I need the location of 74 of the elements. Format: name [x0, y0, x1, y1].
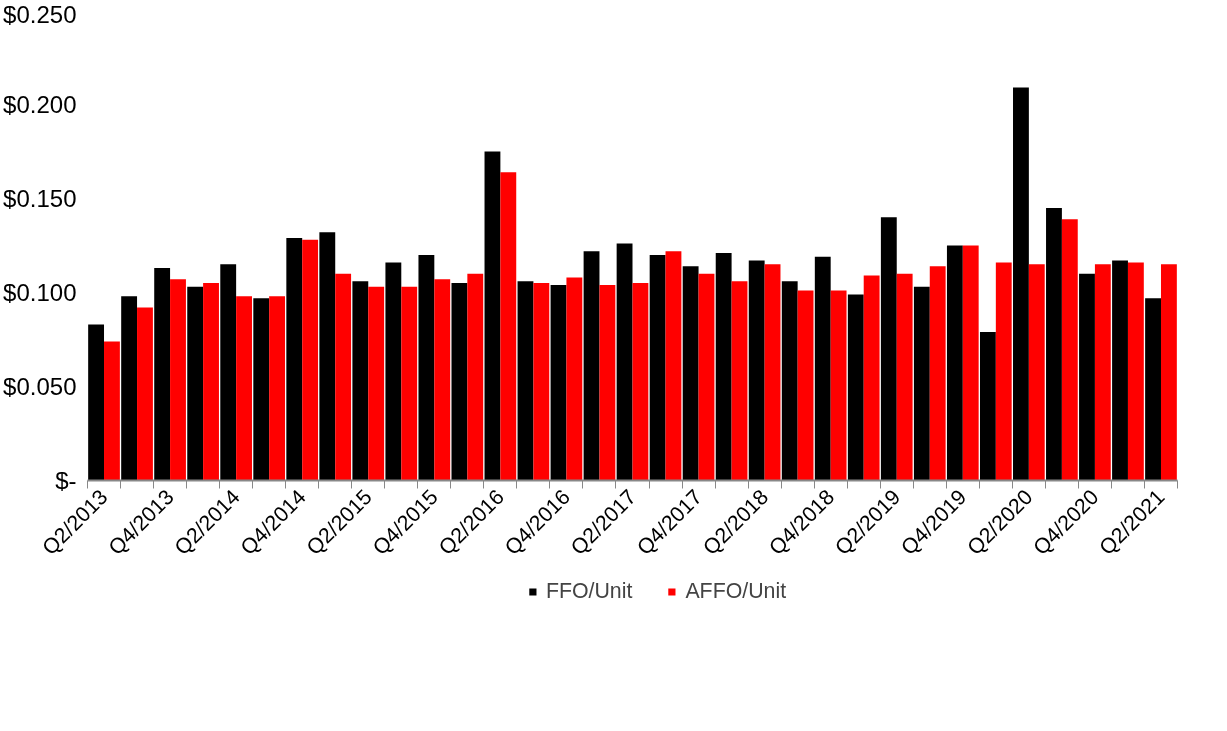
bar [1028, 264, 1045, 481]
bar [1061, 219, 1078, 481]
bar [814, 256, 831, 481]
bar [896, 273, 913, 481]
bar [1145, 298, 1161, 481]
bar [698, 273, 715, 481]
bar [302, 239, 319, 481]
bar [682, 266, 699, 481]
bar [880, 217, 897, 481]
bar [962, 245, 979, 481]
bar [830, 290, 847, 481]
bar [715, 253, 732, 481]
bar [665, 251, 682, 481]
bar [1046, 207, 1062, 481]
bar [946, 245, 963, 481]
bar [517, 281, 534, 481]
bar [995, 262, 1012, 481]
bar [649, 254, 666, 481]
bar [385, 262, 402, 481]
y-tick-label: $0.200 [3, 91, 77, 118]
bar [764, 264, 781, 481]
bar [137, 307, 153, 481]
bar [616, 243, 633, 481]
legend-label: FFO/Unit [545, 578, 633, 604]
bar [203, 283, 219, 481]
bar [484, 151, 501, 481]
bar [979, 331, 996, 481]
bar [154, 268, 171, 481]
bar [797, 290, 814, 481]
bar [286, 237, 303, 481]
bar [352, 281, 369, 481]
bar [451, 283, 468, 481]
bar [748, 260, 765, 481]
bar [599, 284, 616, 481]
bar [1013, 87, 1029, 481]
bar [533, 283, 550, 481]
bar [170, 279, 186, 481]
y-tick-label: $0.050 [3, 373, 77, 400]
bar [1112, 260, 1128, 481]
bar [88, 324, 105, 481]
bar [731, 281, 748, 481]
bar [401, 286, 418, 481]
bar [1160, 264, 1177, 481]
bar [1094, 264, 1111, 481]
bar [236, 296, 252, 481]
bar [583, 251, 600, 481]
bar [104, 341, 120, 481]
legend-label: AFFO/Unit [685, 578, 787, 604]
bar [632, 283, 649, 481]
bar [418, 254, 435, 481]
bar [121, 296, 138, 481]
bar [467, 273, 484, 481]
y-tick-label: $0.250 [3, 0, 77, 28]
bar [319, 232, 336, 481]
bar [220, 264, 237, 481]
bar [929, 266, 946, 481]
bar [500, 172, 517, 481]
bar [863, 275, 880, 481]
y-tick-label: $0.100 [3, 279, 77, 306]
bar [847, 294, 864, 481]
bar [368, 286, 385, 481]
bar [335, 273, 352, 481]
bar [434, 279, 451, 481]
y-tick-label: $0.150 [3, 185, 77, 212]
y-tick-label: $- [55, 467, 77, 494]
bar [187, 286, 204, 481]
bar [781, 281, 798, 481]
bar [269, 296, 286, 481]
bar [1079, 273, 1095, 481]
bar [253, 298, 270, 481]
bar [1127, 262, 1144, 481]
bar [550, 284, 567, 481]
bar [913, 286, 930, 481]
bar [566, 277, 583, 481]
